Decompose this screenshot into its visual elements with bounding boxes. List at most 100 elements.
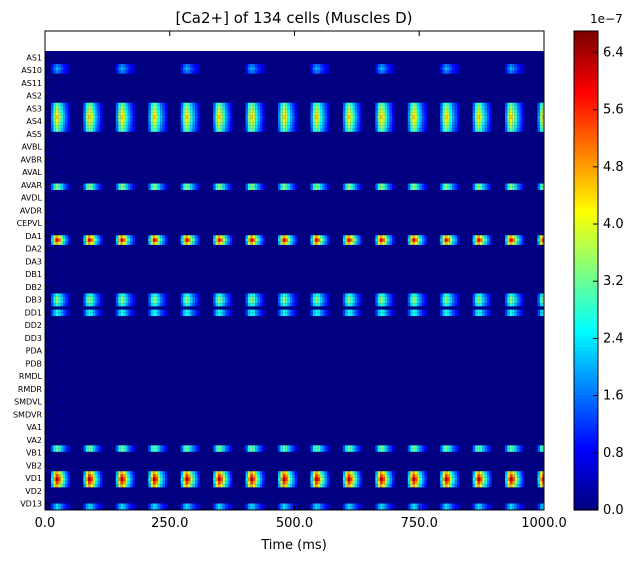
heatmap-cell: [58, 122, 61, 126]
heatmap-cell: [457, 63, 460, 68]
heatmap-cell: [489, 474, 492, 478]
heatmap-cell: [160, 115, 163, 119]
heatmap-cell: [449, 448, 453, 452]
heatmap-cell: [50, 109, 54, 113]
heatmap-cell: [100, 312, 103, 317]
heatmap-cell: [130, 186, 133, 190]
heatmap-cell: [472, 471, 476, 475]
heatmap-cell: [93, 296, 96, 300]
heatmap-cell: [324, 296, 328, 300]
heatmap-cell: [162, 102, 166, 106]
heatmap-cell: [55, 445, 59, 449]
colorbar-segment: [574, 170, 598, 176]
heatmap-cell: [278, 128, 281, 132]
heatmap-cell: [445, 118, 448, 123]
heatmap-cell: [350, 241, 353, 245]
heatmap-cell: [165, 474, 168, 478]
heatmap-cell: [280, 235, 283, 239]
heatmap-cell: [125, 477, 128, 481]
heatmap-cell: [165, 235, 168, 239]
heatmap-cell: [322, 238, 325, 242]
heatmap-cell: [519, 241, 522, 245]
heatmap-cell: [407, 312, 411, 317]
heatmap-cell: [90, 125, 94, 129]
heatmap-cell: [118, 105, 121, 110]
heatmap-cell: [100, 102, 103, 106]
heatmap-cell: [58, 312, 61, 317]
heatmap-cell: [294, 503, 298, 507]
heatmap-cell: [454, 102, 457, 106]
heatmap-cell: [255, 296, 258, 300]
heatmap-cell: [160, 445, 163, 449]
heatmap-cell: [229, 303, 233, 307]
heatmap-cell: [477, 183, 480, 187]
colorbar-segment: [574, 194, 598, 200]
heatmap-cell: [387, 238, 390, 242]
heatmap-cell: [150, 506, 154, 510]
heatmap-cell: [197, 183, 200, 187]
heatmap-cell: [509, 445, 513, 449]
heatmap-cell: [290, 296, 293, 300]
heatmap-cell: [354, 312, 358, 317]
heatmap-cell: [472, 118, 476, 123]
heatmap-cell: [324, 238, 328, 242]
heatmap-cell: [440, 186, 443, 190]
heatmap-cell: [250, 102, 253, 106]
heatmap-cell: [53, 448, 56, 452]
heatmap-cell: [285, 293, 288, 297]
heatmap-cell: [197, 118, 200, 123]
heatmap-cell: [454, 125, 457, 129]
heatmap-cell: [55, 102, 59, 106]
heatmap-cell: [419, 118, 423, 123]
heatmap-cell: [442, 303, 445, 307]
heatmap-cell: [514, 506, 518, 510]
heatmap-cell: [150, 115, 154, 119]
heatmap-cell: [475, 102, 478, 106]
heatmap-cell: [454, 477, 457, 481]
heatmap-cell: [252, 503, 256, 507]
heatmap-cell: [215, 506, 218, 510]
heatmap-cell: [65, 125, 68, 129]
heatmap-cell: [412, 471, 415, 475]
heatmap-cell: [215, 112, 218, 116]
heatmap-cell: [120, 309, 124, 313]
heatmap-cell: [380, 471, 383, 475]
heatmap-cell: [225, 299, 228, 304]
heatmap-cell: [389, 477, 393, 481]
heatmap-cell: [247, 241, 251, 245]
heatmap-cell: [155, 105, 158, 110]
heatmap-cell: [50, 474, 54, 478]
heatmap-cell: [97, 445, 101, 449]
heatmap-cell: [85, 477, 89, 481]
heatmap-cell: [162, 296, 166, 300]
heatmap-cell: [387, 63, 390, 68]
heatmap-cell: [85, 299, 89, 304]
heatmap-cell: [412, 112, 415, 116]
heatmap-cell: [213, 125, 216, 129]
heatmap-cell: [312, 299, 316, 304]
heatmap-cell: [255, 105, 258, 110]
heatmap-cell: [345, 241, 348, 245]
heatmap-cell: [479, 293, 483, 297]
heatmap-cell: [130, 183, 133, 187]
colorbar-segment: [574, 50, 598, 56]
heatmap-cell: [484, 309, 488, 313]
y-tick-label: AS3: [26, 104, 42, 113]
heatmap-cell: [312, 67, 316, 71]
heatmap-cell: [342, 122, 346, 126]
heatmap-cell: [160, 102, 163, 106]
heatmap-cell: [160, 299, 163, 304]
heatmap-cell: [382, 122, 385, 126]
colorbar-segment: [574, 218, 598, 224]
heatmap-cell: [50, 296, 54, 300]
heatmap-cell: [183, 471, 186, 475]
heatmap-cell: [118, 115, 121, 119]
heatmap-cell: [347, 112, 351, 116]
heatmap-cell: [322, 480, 325, 485]
heatmap-cell: [375, 105, 378, 110]
heatmap-cell: [60, 186, 63, 190]
heatmap-cell: [512, 70, 515, 74]
heatmap-cell: [505, 128, 508, 132]
heatmap-cell: [255, 118, 258, 123]
heatmap-cell: [517, 67, 520, 71]
